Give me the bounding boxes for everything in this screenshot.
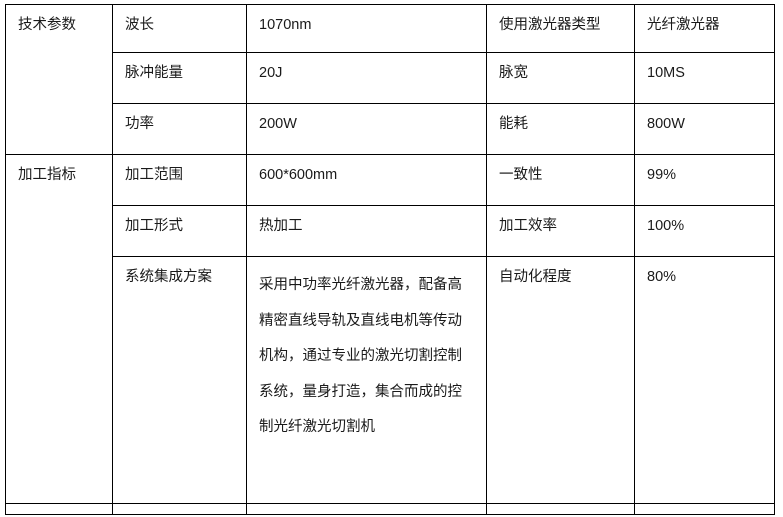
param-name-cell-secondary: 脉宽 [486, 52, 635, 104]
param-label: 系统集成方案 [125, 269, 212, 285]
param-label: 脉冲能量 [125, 65, 183, 81]
param-value: 200W [259, 116, 297, 132]
param-name-cell: 功率 [112, 103, 247, 155]
param-name-cell-secondary: 一致性 [486, 154, 635, 206]
param-value-cell-secondary: 光纤激光器 [634, 4, 775, 53]
param-value-cell: 1070nm [246, 4, 487, 53]
param-value-secondary: 10MS [647, 65, 685, 81]
param-value-secondary: 800W [647, 116, 685, 132]
table-row: 脉冲能量 20J 脉宽 10MS [6, 52, 775, 104]
param-value: 热加工 [259, 218, 303, 234]
partial-cell [486, 503, 635, 515]
param-name-cell-secondary: 加工效率 [486, 205, 635, 257]
group-label-processing: 加工指标 [18, 167, 76, 183]
param-value: 600*600mm [259, 167, 338, 183]
param-name-cell: 脉冲能量 [112, 52, 247, 104]
param-value-cell: 热加工 [246, 205, 487, 257]
group-header-cell-technical: 技术参数 [5, 4, 113, 155]
param-value-description: 采用中功率光纤激光器，配备高精密直线导轨及直线电机等传动机构，通过专业的激光切割… [259, 277, 462, 436]
param-name-cell: 加工形式 [112, 205, 247, 257]
param-label-secondary: 加工效率 [499, 218, 557, 234]
param-label-secondary: 脉宽 [499, 65, 528, 81]
param-value-cell-secondary: 800W [634, 103, 775, 155]
param-value-secondary: 80% [647, 269, 677, 285]
param-name-cell: 加工范围 [112, 154, 247, 206]
param-value-cell: 600*600mm [246, 154, 487, 206]
param-name-cell-secondary: 能耗 [486, 103, 635, 155]
partial-cell [5, 503, 113, 515]
param-name-cell: 系统集成方案 [112, 256, 247, 504]
param-label-secondary: 一致性 [499, 167, 543, 183]
table-row-partial [5, 503, 775, 515]
partial-cell [246, 503, 487, 515]
param-value-secondary: 光纤激光器 [647, 17, 720, 33]
param-name-cell-secondary: 使用激光器类型 [486, 4, 635, 53]
partial-cell [112, 503, 247, 515]
param-value-cell: 20J [246, 52, 487, 104]
param-value-cell-secondary: 99% [634, 154, 775, 206]
param-value: 1070nm [259, 17, 312, 33]
param-label-secondary: 使用激光器类型 [499, 17, 601, 33]
table-row: 加工形式 热加工 加工效率 100% [6, 205, 775, 257]
partial-cell [634, 503, 775, 515]
table-row: 系统集成方案 采用中功率光纤激光器，配备高精密直线导轨及直线电机等传动机构，通过… [6, 256, 775, 504]
group-label-technical: 技术参数 [18, 17, 76, 33]
param-value-cell: 200W [246, 103, 487, 155]
param-label: 加工形式 [125, 218, 183, 234]
param-value-cell-secondary: 100% [634, 205, 775, 257]
param-value-cell-secondary: 80% [634, 256, 775, 504]
param-value-secondary: 99% [647, 167, 677, 183]
param-value-cell-secondary: 10MS [634, 52, 775, 104]
param-value: 20J [259, 65, 283, 81]
param-value-cell-description: 采用中功率光纤激光器，配备高精密直线导轨及直线电机等传动机构，通过专业的激光切割… [246, 256, 487, 504]
table-row: 技术参数 波长 1070nm 使用激光器类型 光纤激光器 [5, 4, 775, 155]
param-value-secondary: 100% [647, 218, 685, 234]
table-row: 功率 200W 能耗 800W [6, 103, 775, 155]
param-name-cell-secondary: 自动化程度 [486, 256, 635, 504]
param-label: 波长 [125, 17, 154, 33]
param-label: 功率 [125, 116, 154, 132]
param-label-secondary: 自动化程度 [499, 269, 572, 285]
table-row: 加工指标 加工范围 600*600mm 一致性 99% [5, 154, 775, 504]
param-label: 加工范围 [125, 167, 183, 183]
param-label-secondary: 能耗 [499, 116, 528, 132]
specification-table: 技术参数 波长 1070nm 使用激光器类型 光纤激光器 脉冲能量 [5, 4, 775, 515]
param-name-cell: 波长 [112, 4, 247, 53]
group-header-cell-processing: 加工指标 [5, 154, 113, 504]
